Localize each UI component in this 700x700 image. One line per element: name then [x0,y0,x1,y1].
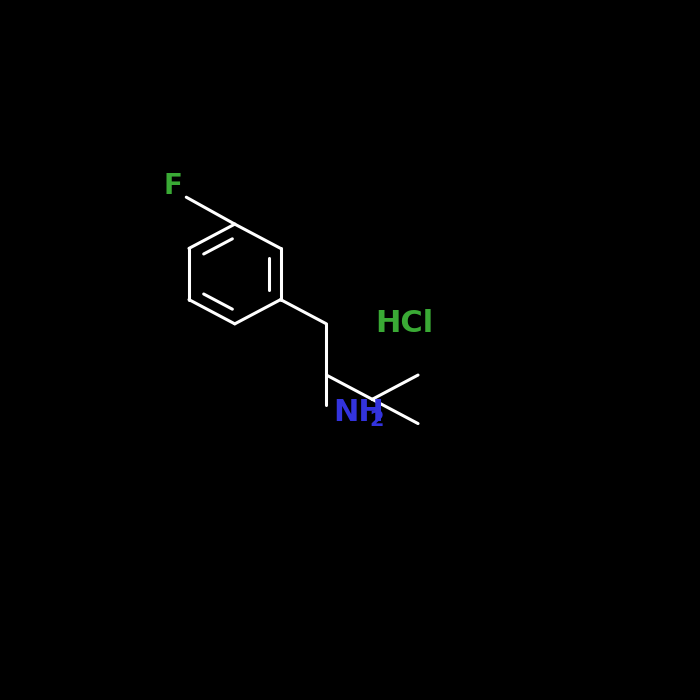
Text: HCl: HCl [375,309,433,338]
Text: NH: NH [333,398,384,427]
Text: 2: 2 [370,410,384,430]
Text: F: F [163,172,182,200]
